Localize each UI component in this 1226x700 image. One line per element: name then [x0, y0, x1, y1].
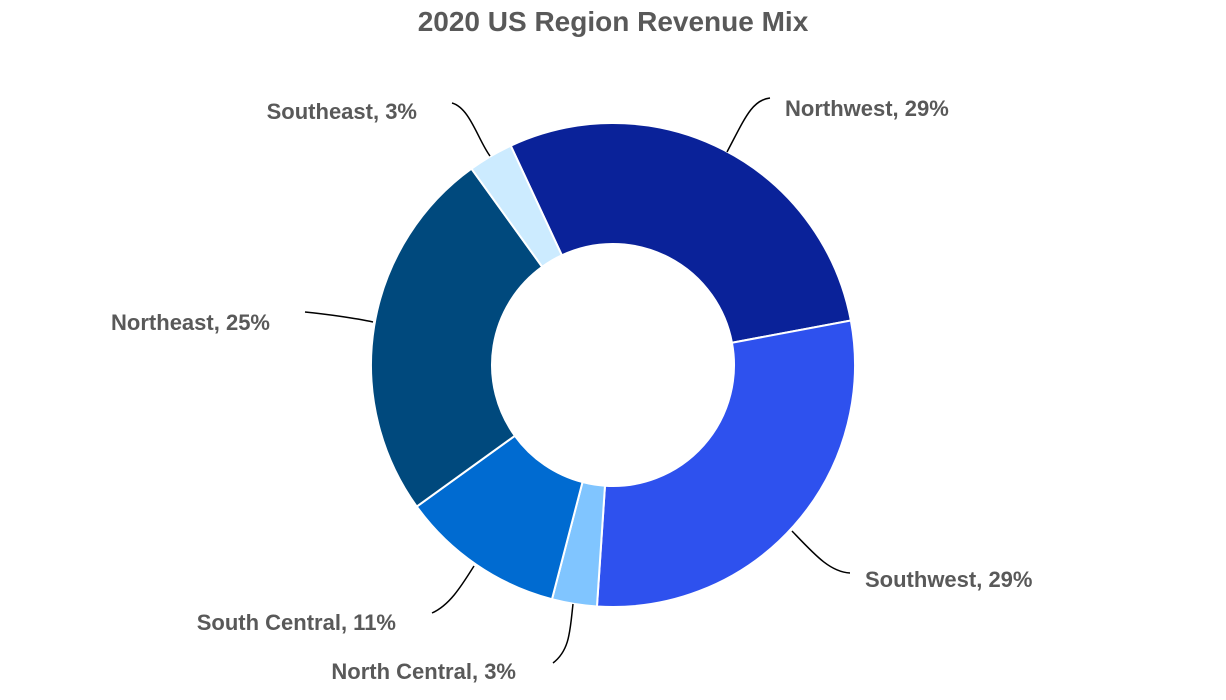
leaders-layer: [304, 97, 851, 664]
leader-line-southeast: [451, 102, 491, 157]
slice-southeast: [470, 144, 564, 269]
slice-southwest: [595, 319, 856, 608]
leader-line-north-central: [552, 603, 574, 664]
leader-line-southwest: [791, 530, 851, 574]
slice-label-southwest: Southwest, 29%: [865, 567, 1032, 592]
slice-label-north-central: North Central, 3%: [331, 659, 516, 684]
leader-line-south-central: [431, 565, 475, 614]
slice-label-south-central: South Central, 11%: [197, 610, 396, 635]
slice-northeast: [370, 167, 544, 508]
chart-title: 2020 US Region Revenue Mix: [417, 6, 809, 37]
slice-label-northwest: Northwest, 29%: [785, 96, 949, 121]
slice-label-southeast: Southeast, 3%: [267, 99, 417, 124]
slice-label-northeast: Northeast, 25%: [111, 310, 270, 335]
leader-line-northwest: [726, 97, 771, 153]
leader-line-northeast: [304, 311, 374, 323]
slices-layer: [370, 122, 856, 608]
labels-layer: Northwest, 29% Southwest, 29% North Centra…: [111, 96, 1032, 684]
slice-northwest: [509, 122, 853, 344]
